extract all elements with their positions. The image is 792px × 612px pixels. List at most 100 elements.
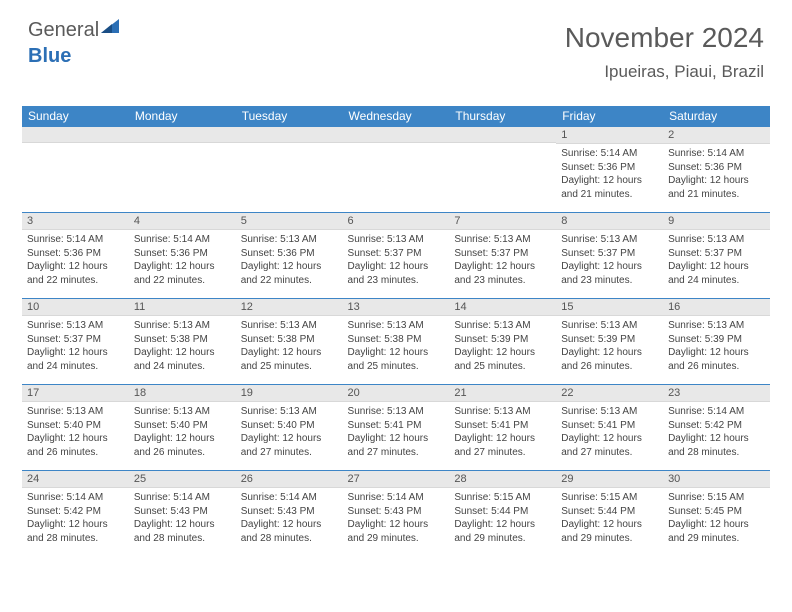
sunrise-line: Sunrise: 5:13 AM <box>27 405 124 419</box>
daylight-line: Daylight: 12 hours and 24 minutes. <box>668 260 765 287</box>
day-content: Sunrise: 5:14 AMSunset: 5:36 PMDaylight:… <box>663 144 770 205</box>
daylight-line: Daylight: 12 hours and 23 minutes. <box>454 260 551 287</box>
daylight-line: Daylight: 12 hours and 25 minutes. <box>454 346 551 373</box>
sunset-line: Sunset: 5:36 PM <box>27 247 124 261</box>
calendar-day-cell: 7Sunrise: 5:13 AMSunset: 5:37 PMDaylight… <box>449 213 556 299</box>
day-number: 26 <box>236 471 343 488</box>
calendar-day-cell: 2Sunrise: 5:14 AMSunset: 5:36 PMDaylight… <box>663 127 770 213</box>
sunrise-line: Sunrise: 5:13 AM <box>561 319 658 333</box>
calendar-day-cell: 21Sunrise: 5:13 AMSunset: 5:41 PMDayligh… <box>449 385 556 471</box>
sunrise-line: Sunrise: 5:13 AM <box>561 405 658 419</box>
daylight-line: Daylight: 12 hours and 26 minutes. <box>134 432 231 459</box>
sunset-line: Sunset: 5:40 PM <box>241 419 338 433</box>
day-number: 21 <box>449 385 556 402</box>
daylight-line: Daylight: 12 hours and 26 minutes. <box>561 346 658 373</box>
daylight-line: Daylight: 12 hours and 29 minutes. <box>348 518 445 545</box>
day-content-empty <box>236 143 343 195</box>
calendar-day-cell: 6Sunrise: 5:13 AMSunset: 5:37 PMDaylight… <box>343 213 450 299</box>
calendar-day-cell <box>22 127 129 213</box>
calendar-day-cell: 22Sunrise: 5:13 AMSunset: 5:41 PMDayligh… <box>556 385 663 471</box>
sunset-line: Sunset: 5:42 PM <box>27 505 124 519</box>
day-number-empty <box>449 127 556 143</box>
day-content: Sunrise: 5:14 AMSunset: 5:36 PMDaylight:… <box>556 144 663 205</box>
day-number: 9 <box>663 213 770 230</box>
calendar-table: Sunday Monday Tuesday Wednesday Thursday… <box>22 106 770 557</box>
calendar-day-cell: 24Sunrise: 5:14 AMSunset: 5:42 PMDayligh… <box>22 471 129 557</box>
weekday-header: Tuesday <box>236 106 343 127</box>
sunrise-line: Sunrise: 5:14 AM <box>668 147 765 161</box>
weekday-header-row: Sunday Monday Tuesday Wednesday Thursday… <box>22 106 770 127</box>
sunset-line: Sunset: 5:44 PM <box>454 505 551 519</box>
sunset-line: Sunset: 5:43 PM <box>134 505 231 519</box>
weekday-header: Sunday <box>22 106 129 127</box>
day-number: 17 <box>22 385 129 402</box>
day-content: Sunrise: 5:13 AMSunset: 5:38 PMDaylight:… <box>236 316 343 377</box>
weekday-header: Monday <box>129 106 236 127</box>
calendar-day-cell: 5Sunrise: 5:13 AMSunset: 5:36 PMDaylight… <box>236 213 343 299</box>
day-number-empty <box>236 127 343 143</box>
day-number: 14 <box>449 299 556 316</box>
sunset-line: Sunset: 5:39 PM <box>561 333 658 347</box>
sunrise-line: Sunrise: 5:13 AM <box>348 233 445 247</box>
day-content: Sunrise: 5:13 AMSunset: 5:36 PMDaylight:… <box>236 230 343 291</box>
calendar-body: 1Sunrise: 5:14 AMSunset: 5:36 PMDaylight… <box>22 127 770 557</box>
sunrise-line: Sunrise: 5:13 AM <box>241 405 338 419</box>
day-content: Sunrise: 5:13 AMSunset: 5:40 PMDaylight:… <box>129 402 236 463</box>
sunrise-line: Sunrise: 5:14 AM <box>27 233 124 247</box>
calendar-day-cell <box>343 127 450 213</box>
calendar-day-cell: 26Sunrise: 5:14 AMSunset: 5:43 PMDayligh… <box>236 471 343 557</box>
calendar-week-row: 1Sunrise: 5:14 AMSunset: 5:36 PMDaylight… <box>22 127 770 213</box>
day-content: Sunrise: 5:13 AMSunset: 5:39 PMDaylight:… <box>449 316 556 377</box>
calendar-week-row: 24Sunrise: 5:14 AMSunset: 5:42 PMDayligh… <box>22 471 770 557</box>
weekday-header: Wednesday <box>343 106 450 127</box>
calendar-day-cell: 13Sunrise: 5:13 AMSunset: 5:38 PMDayligh… <box>343 299 450 385</box>
sunrise-line: Sunrise: 5:15 AM <box>668 491 765 505</box>
sunset-line: Sunset: 5:37 PM <box>348 247 445 261</box>
calendar-day-cell: 11Sunrise: 5:13 AMSunset: 5:38 PMDayligh… <box>129 299 236 385</box>
weekday-header: Thursday <box>449 106 556 127</box>
day-content: Sunrise: 5:14 AMSunset: 5:36 PMDaylight:… <box>22 230 129 291</box>
day-content: Sunrise: 5:14 AMSunset: 5:43 PMDaylight:… <box>236 488 343 549</box>
day-number-empty <box>129 127 236 143</box>
day-content: Sunrise: 5:13 AMSunset: 5:40 PMDaylight:… <box>236 402 343 463</box>
sunrise-line: Sunrise: 5:14 AM <box>134 491 231 505</box>
daylight-line: Daylight: 12 hours and 28 minutes. <box>668 432 765 459</box>
day-content: Sunrise: 5:13 AMSunset: 5:38 PMDaylight:… <box>343 316 450 377</box>
logo-text-1: General <box>28 19 99 41</box>
day-content: Sunrise: 5:15 AMSunset: 5:44 PMDaylight:… <box>449 488 556 549</box>
day-content: Sunrise: 5:14 AMSunset: 5:36 PMDaylight:… <box>129 230 236 291</box>
sunset-line: Sunset: 5:36 PM <box>668 161 765 175</box>
day-content: Sunrise: 5:13 AMSunset: 5:38 PMDaylight:… <box>129 316 236 377</box>
calendar-day-cell <box>449 127 556 213</box>
day-number-empty <box>343 127 450 143</box>
daylight-line: Daylight: 12 hours and 27 minutes. <box>241 432 338 459</box>
sunset-line: Sunset: 5:41 PM <box>348 419 445 433</box>
logo-triangle-icon <box>101 16 119 39</box>
daylight-line: Daylight: 12 hours and 27 minutes. <box>561 432 658 459</box>
day-content: Sunrise: 5:13 AMSunset: 5:37 PMDaylight:… <box>22 316 129 377</box>
calendar-day-cell: 10Sunrise: 5:13 AMSunset: 5:37 PMDayligh… <box>22 299 129 385</box>
daylight-line: Daylight: 12 hours and 28 minutes. <box>134 518 231 545</box>
sunrise-line: Sunrise: 5:13 AM <box>134 319 231 333</box>
sunrise-line: Sunrise: 5:14 AM <box>134 233 231 247</box>
sunrise-line: Sunrise: 5:13 AM <box>348 405 445 419</box>
calendar-day-cell <box>129 127 236 213</box>
day-number: 18 <box>129 385 236 402</box>
day-number-empty <box>22 127 129 143</box>
day-content: Sunrise: 5:14 AMSunset: 5:42 PMDaylight:… <box>663 402 770 463</box>
weekday-header: Saturday <box>663 106 770 127</box>
sunset-line: Sunset: 5:37 PM <box>668 247 765 261</box>
daylight-line: Daylight: 12 hours and 22 minutes. <box>27 260 124 287</box>
day-content-empty <box>22 143 129 195</box>
sunrise-line: Sunrise: 5:14 AM <box>561 147 658 161</box>
daylight-line: Daylight: 12 hours and 27 minutes. <box>454 432 551 459</box>
sunrise-line: Sunrise: 5:13 AM <box>348 319 445 333</box>
day-content: Sunrise: 5:14 AMSunset: 5:43 PMDaylight:… <box>129 488 236 549</box>
daylight-line: Daylight: 12 hours and 23 minutes. <box>561 260 658 287</box>
calendar-day-cell: 9Sunrise: 5:13 AMSunset: 5:37 PMDaylight… <box>663 213 770 299</box>
sunset-line: Sunset: 5:39 PM <box>668 333 765 347</box>
daylight-line: Daylight: 12 hours and 29 minutes. <box>561 518 658 545</box>
day-content: Sunrise: 5:13 AMSunset: 5:37 PMDaylight:… <box>343 230 450 291</box>
calendar-day-cell: 1Sunrise: 5:14 AMSunset: 5:36 PMDaylight… <box>556 127 663 213</box>
calendar-day-cell: 17Sunrise: 5:13 AMSunset: 5:40 PMDayligh… <box>22 385 129 471</box>
